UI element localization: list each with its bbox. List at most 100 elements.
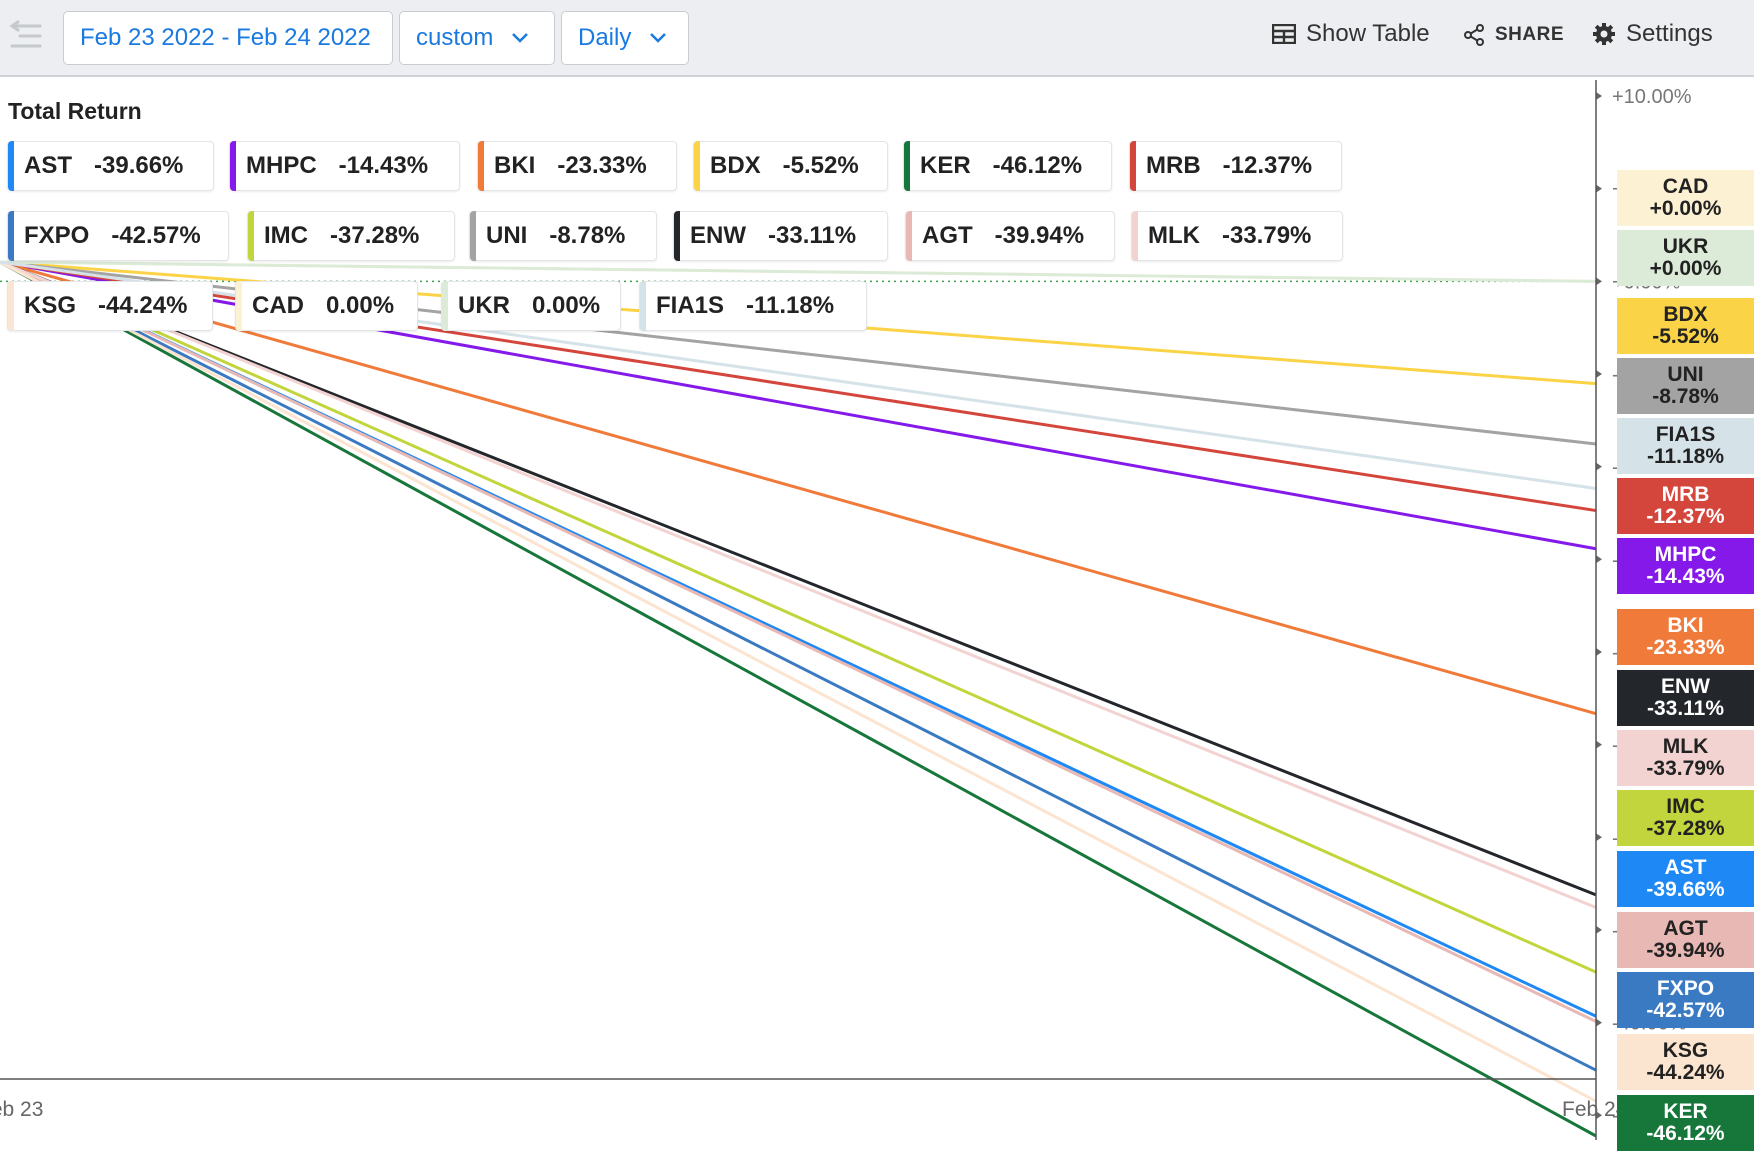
end-label-uni: UNI -8.78% <box>1617 358 1754 414</box>
end-label-symbol: UNI <box>1667 363 1704 386</box>
legend-item-enw[interactable]: ENW -33.11% <box>673 211 888 261</box>
legend-item-bki[interactable]: BKI -23.33% <box>477 141 677 191</box>
legend-item-mhpc[interactable]: MHPC -14.43% <box>229 141 460 191</box>
settings-button[interactable]: Settings <box>1592 20 1713 48</box>
series-line-ukr[interactable] <box>0 260 1597 283</box>
end-label-value: -42.57% <box>1646 999 1725 1022</box>
share-button[interactable]: SHARE <box>1463 24 1564 46</box>
x-tick-end: Feb 24 <box>1562 1098 1628 1121</box>
legend-item-ker[interactable]: KER -46.12% <box>903 141 1112 191</box>
end-label-bdx: BDX -5.52% <box>1617 298 1754 354</box>
legend-swatch <box>478 141 484 191</box>
legend-symbol: BKI <box>494 152 536 179</box>
y-tick-label: +10.00% <box>1612 86 1692 108</box>
legend-swatch <box>8 211 14 261</box>
end-label-symbol: BDX <box>1663 303 1708 326</box>
date-range-value: Feb 23 2022 - Feb 24 2022 <box>80 24 371 51</box>
legend-value: -37.28% <box>330 222 420 249</box>
legend-value: -44.24% <box>98 292 188 319</box>
legend-symbol: MHPC <box>246 152 317 179</box>
legend-value: 0.00% <box>532 292 601 319</box>
end-label-symbol: IMC <box>1666 795 1705 818</box>
end-label-symbol: FIA1S <box>1655 423 1716 446</box>
legend-symbol: AGT <box>922 222 973 249</box>
end-label-fia1s: FIA1S -11.18% <box>1617 418 1754 474</box>
end-label-symbol: CAD <box>1662 175 1709 198</box>
y-tick-mark <box>1596 740 1602 749</box>
range-preset-select[interactable]: custom <box>399 11 555 65</box>
interval-select[interactable]: Daily <box>561 11 689 65</box>
legend-item-ast[interactable]: AST -39.66% <box>7 141 214 191</box>
legend-swatch <box>1130 141 1136 191</box>
legend-symbol: MRB <box>1146 152 1201 179</box>
settings-label: Settings <box>1626 20 1713 47</box>
show-table-button[interactable]: Show Table <box>1272 20 1430 48</box>
legend-item-cad[interactable]: CAD 0.00% <box>235 281 418 331</box>
legend-item-imc[interactable]: IMC -37.28% <box>247 211 455 261</box>
legend-value: -11.18% <box>746 292 835 319</box>
end-label-ksg: KSG -44.24% <box>1617 1034 1754 1090</box>
y-tick-mark <box>1596 925 1602 934</box>
y-tick-mark <box>1596 833 1602 842</box>
end-label-value: -37.28% <box>1646 817 1725 840</box>
legend-item-bdx[interactable]: BDX -5.52% <box>693 141 888 191</box>
range-preset-value: custom <box>416 24 494 51</box>
legend-item-ksg[interactable]: KSG -44.24% <box>7 281 213 331</box>
legend-value: -12.37% <box>1222 152 1313 179</box>
y-tick-mark <box>1596 277 1602 286</box>
legend-item-agt[interactable]: AGT -39.94% <box>905 211 1115 261</box>
series-line-mlk[interactable] <box>0 260 1597 909</box>
end-label-value: -23.33% <box>1646 636 1725 659</box>
legend-value: -5.52% <box>782 152 859 179</box>
series-line-enw[interactable] <box>0 260 1597 897</box>
chart-title: Total Return <box>8 98 142 124</box>
end-label-value: +0.00% <box>1649 197 1722 220</box>
end-label-symbol: BKI <box>1667 614 1704 637</box>
end-label-ker: KER -46.12% <box>1617 1095 1754 1151</box>
series-line-ker[interactable] <box>0 260 1597 1138</box>
legend-swatch <box>8 141 14 191</box>
legend-value: -39.66% <box>94 152 184 179</box>
end-label-symbol: UKR <box>1662 235 1709 258</box>
series-line-ksg[interactable] <box>0 260 1597 1103</box>
date-range-picker[interactable]: Feb 23 2022 - Feb 24 2022 <box>63 11 393 65</box>
end-label-mrb: MRB -12.37% <box>1617 478 1754 534</box>
legend-item-ukr[interactable]: UKR 0.00% <box>441 281 621 331</box>
share-label: SHARE <box>1495 24 1565 45</box>
legend-swatch <box>470 211 476 261</box>
end-label-agt: AGT -39.94% <box>1617 912 1754 968</box>
legend-item-fxpo[interactable]: FXPO -42.57% <box>7 211 229 261</box>
end-label-value: -39.66% <box>1646 878 1725 901</box>
series-line-bki[interactable] <box>0 260 1597 716</box>
y-tick-mark <box>1596 92 1602 100</box>
legend-item-fia1s[interactable]: FIA1S -11.18% <box>639 281 867 331</box>
chart-toolbar: Feb 23 2022 - Feb 24 2022 custom Daily S… <box>0 0 1754 77</box>
legend-item-mrb[interactable]: MRB -12.37% <box>1129 141 1342 191</box>
series-line-imc[interactable] <box>0 260 1597 974</box>
legend-swatch <box>694 141 700 191</box>
end-label-symbol: MHPC <box>1654 543 1717 566</box>
end-label-symbol: AST <box>1664 856 1707 879</box>
legend-item-mlk[interactable]: MLK -33.79% <box>1131 211 1343 261</box>
end-label-symbol: KER <box>1663 1100 1708 1123</box>
series-lines <box>0 260 1597 1138</box>
legend-item-uni[interactable]: UNI -8.78% <box>469 211 657 261</box>
y-tick-mark <box>1596 184 1602 193</box>
y-tick-mark <box>1596 369 1602 378</box>
end-label-bki: BKI -23.33% <box>1617 609 1754 665</box>
show-table-label: Show Table <box>1306 20 1430 47</box>
end-label-symbol: AGT <box>1663 917 1708 940</box>
legend-swatch <box>674 211 680 261</box>
end-label-symbol: FXPO <box>1656 977 1715 1000</box>
end-label-value: -39.94% <box>1646 939 1725 962</box>
series-line-agt[interactable] <box>0 260 1597 1023</box>
end-label-ast: AST -39.66% <box>1617 851 1754 907</box>
back-menu-icon[interactable] <box>8 18 44 54</box>
series-line-fxpo[interactable] <box>0 260 1597 1072</box>
y-tick-mark <box>1596 462 1602 471</box>
legend-swatch <box>248 211 254 261</box>
end-label-symbol: MLK <box>1662 735 1709 758</box>
y-tick-mark <box>1596 1018 1602 1027</box>
legend-value: -23.33% <box>557 152 647 179</box>
end-label-mhpc: MHPC -14.43% <box>1617 538 1754 594</box>
